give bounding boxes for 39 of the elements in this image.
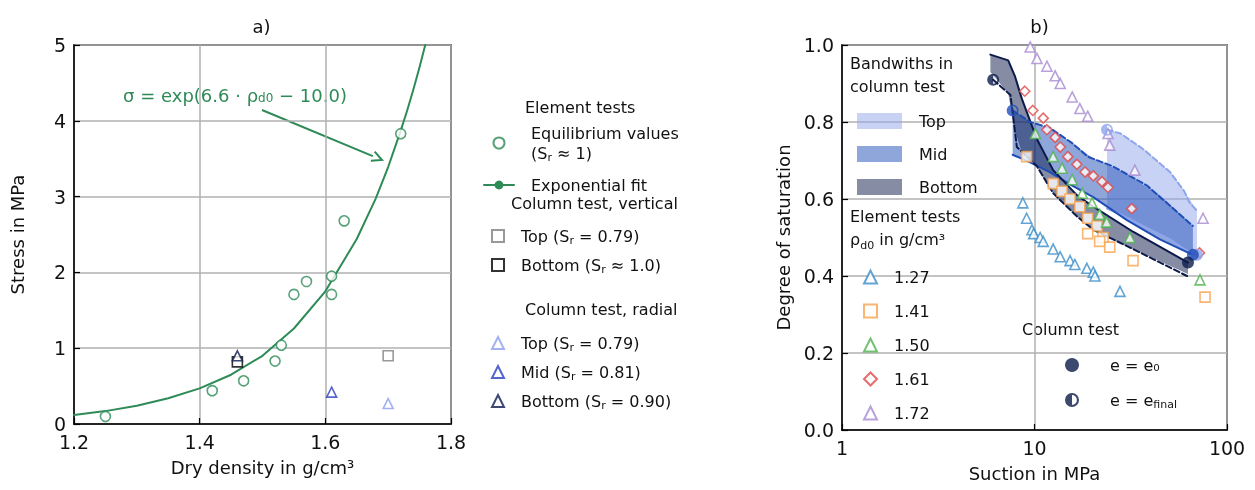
x-tick-label: 100 [1208,436,1246,459]
y-tick-label: 1 [53,337,66,360]
text: Column test, vertical [511,194,678,213]
legend-label: 1.50 [894,335,930,355]
legend-label: e = e₀ [1110,355,1160,375]
x-tick-label: 10 [1022,436,1047,459]
y-axis-title: Stress in MPa [6,174,28,295]
legend-title: Element tests [525,98,636,117]
legend-label: Mid [919,144,948,164]
y-tick-label: 4 [53,109,66,132]
y-tick-label: 2 [53,261,66,284]
legend-label: 1.61 [894,369,930,389]
legend-title: Bandwiths in column test [850,54,954,96]
y-tick-label: 0.4 [803,265,834,287]
x-axis-title: Suction in MPa [968,462,1101,484]
legend-label: 1.72 [894,403,930,423]
y-tick-label: 0.8 [803,111,834,133]
legend-label: Bottom [919,177,978,197]
y-axis-title: Degree of saturation [773,144,795,331]
annotation: σ = exp(6.6 · ρd0 − 10.0) [123,84,347,106]
x-axis-title: Dry density in g/cm³ [170,456,355,478]
x-tick-label: 1.6 [310,430,341,453]
y-tick-label: 0.0 [803,419,834,441]
legend-label: 1.41 [894,301,930,321]
y-tick-label: 5 [53,34,66,56]
y-tick-label: 3 [53,185,66,208]
chart-title: b) [1030,15,1049,37]
legend-label: Exponential fit [531,175,648,195]
x-tick-label: 1 [835,436,849,459]
y-tick-label: 0.6 [803,188,834,210]
text: Column test, radial [525,300,678,319]
annotation: Column test [1022,320,1120,339]
x-tick-label: 1.8 [435,430,467,453]
y-tick-label: 1.0 [803,34,834,56]
y-tick-label: 0.2 [803,342,834,364]
legend-label: Top [918,111,946,131]
legend-label: 1.27 [894,267,930,287]
x-tick-label: 1.4 [184,430,215,453]
chart-title: a) [252,15,271,37]
